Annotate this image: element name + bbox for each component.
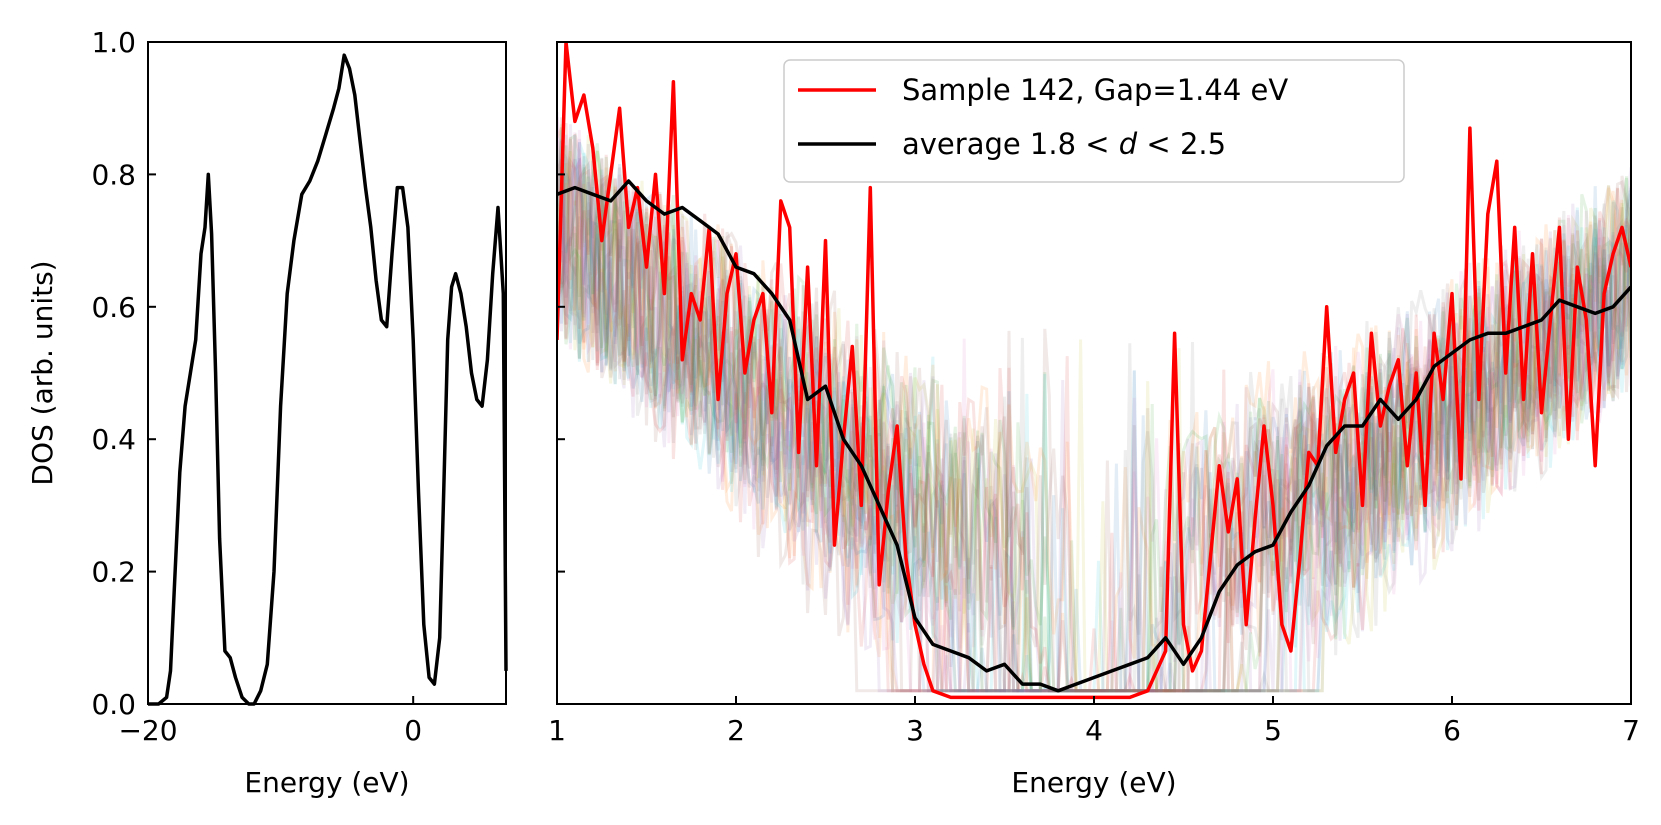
- left-y-tick-label: 0.4: [91, 423, 136, 456]
- left-panel: 0.0 0.2 0.4 0.6 0.8 1.0 −20 0 Energy (eV) DOS (…: [26, 26, 508, 799]
- background-sample-line: [557, 160, 1631, 693]
- y-axis-title: DOS (arb. units): [26, 260, 59, 485]
- left-x-tick-label: −20: [118, 714, 177, 747]
- background-sample-line: [557, 127, 1631, 693]
- background-sample-line: [557, 135, 1631, 693]
- left-x-tick-label: 0: [404, 714, 422, 747]
- right-x-tick-label: 1: [548, 714, 566, 747]
- right-plot-area: [557, 42, 1631, 700]
- background-sample-line: [557, 124, 1631, 693]
- legend-label-average: average 1.8 < d < 2.5: [902, 127, 1226, 161]
- legend-label-d: d: [1119, 127, 1138, 161]
- background-sample-line: [557, 134, 1631, 693]
- legend-label-average-tail: < 2.5: [1137, 127, 1226, 161]
- right-ticks: 1 2 3 4 5 6 7: [548, 41, 1640, 747]
- legend-label-average-text: average 1.8 <: [902, 127, 1119, 161]
- right-x-tick-label: 7: [1622, 714, 1640, 747]
- right-x-tick-label: 5: [1264, 714, 1282, 747]
- background-sample-line: [557, 158, 1631, 693]
- left-x-axis-title: Energy (eV): [244, 766, 409, 799]
- legend-label-sample: Sample 142, Gap=1.44 eV: [902, 73, 1288, 107]
- background-sample-line: [557, 132, 1631, 693]
- right-x-tick-label: 6: [1443, 714, 1461, 747]
- background-sample-curves: [557, 112, 1631, 693]
- background-sample-line: [557, 123, 1631, 693]
- right-x-tick-label: 2: [727, 714, 745, 747]
- right-x-axis-title: Energy (eV): [1011, 766, 1176, 799]
- background-sample-line: [557, 117, 1631, 693]
- left-ticks: 0.0 0.2 0.4 0.6 0.8 1.0 −20 0: [91, 26, 422, 747]
- background-sample-line: [557, 140, 1631, 693]
- left-y-tick-label: 0.0: [91, 688, 136, 721]
- right-x-tick-label: 3: [906, 714, 924, 747]
- background-sample-line: [557, 156, 1631, 693]
- left-y-tick-label: 1.0: [91, 26, 136, 59]
- background-sample-line: [557, 127, 1631, 693]
- right-panel: 1 2 3 4 5 6 7 Energy (eV) Sample 142, Gap=1.44…: [548, 41, 1640, 799]
- left-plot-area: [147, 53, 508, 706]
- background-sample-line: [557, 130, 1631, 693]
- left-y-tick-label: 0.8: [91, 158, 136, 191]
- left-y-tick-label: 0.2: [91, 556, 136, 589]
- legend-box: [783, 59, 1405, 183]
- background-sample-line: [557, 182, 1631, 693]
- background-sample-line: [557, 145, 1631, 693]
- left-axes-frame: [147, 41, 507, 705]
- legend: Sample 142, Gap=1.44 eV average 1.8 < d …: [783, 59, 1405, 183]
- sample-142-line: [557, 42, 1631, 700]
- left-y-tick-label: 0.6: [91, 291, 136, 324]
- background-sample-line: [557, 162, 1631, 693]
- background-sample-line: [557, 117, 1631, 693]
- background-sample-line: [557, 112, 1631, 693]
- background-sample-line: [557, 158, 1631, 693]
- background-sample-line: [557, 157, 1631, 693]
- left-dos-line: [148, 53, 508, 706]
- right-x-tick-label: 4: [1085, 714, 1103, 747]
